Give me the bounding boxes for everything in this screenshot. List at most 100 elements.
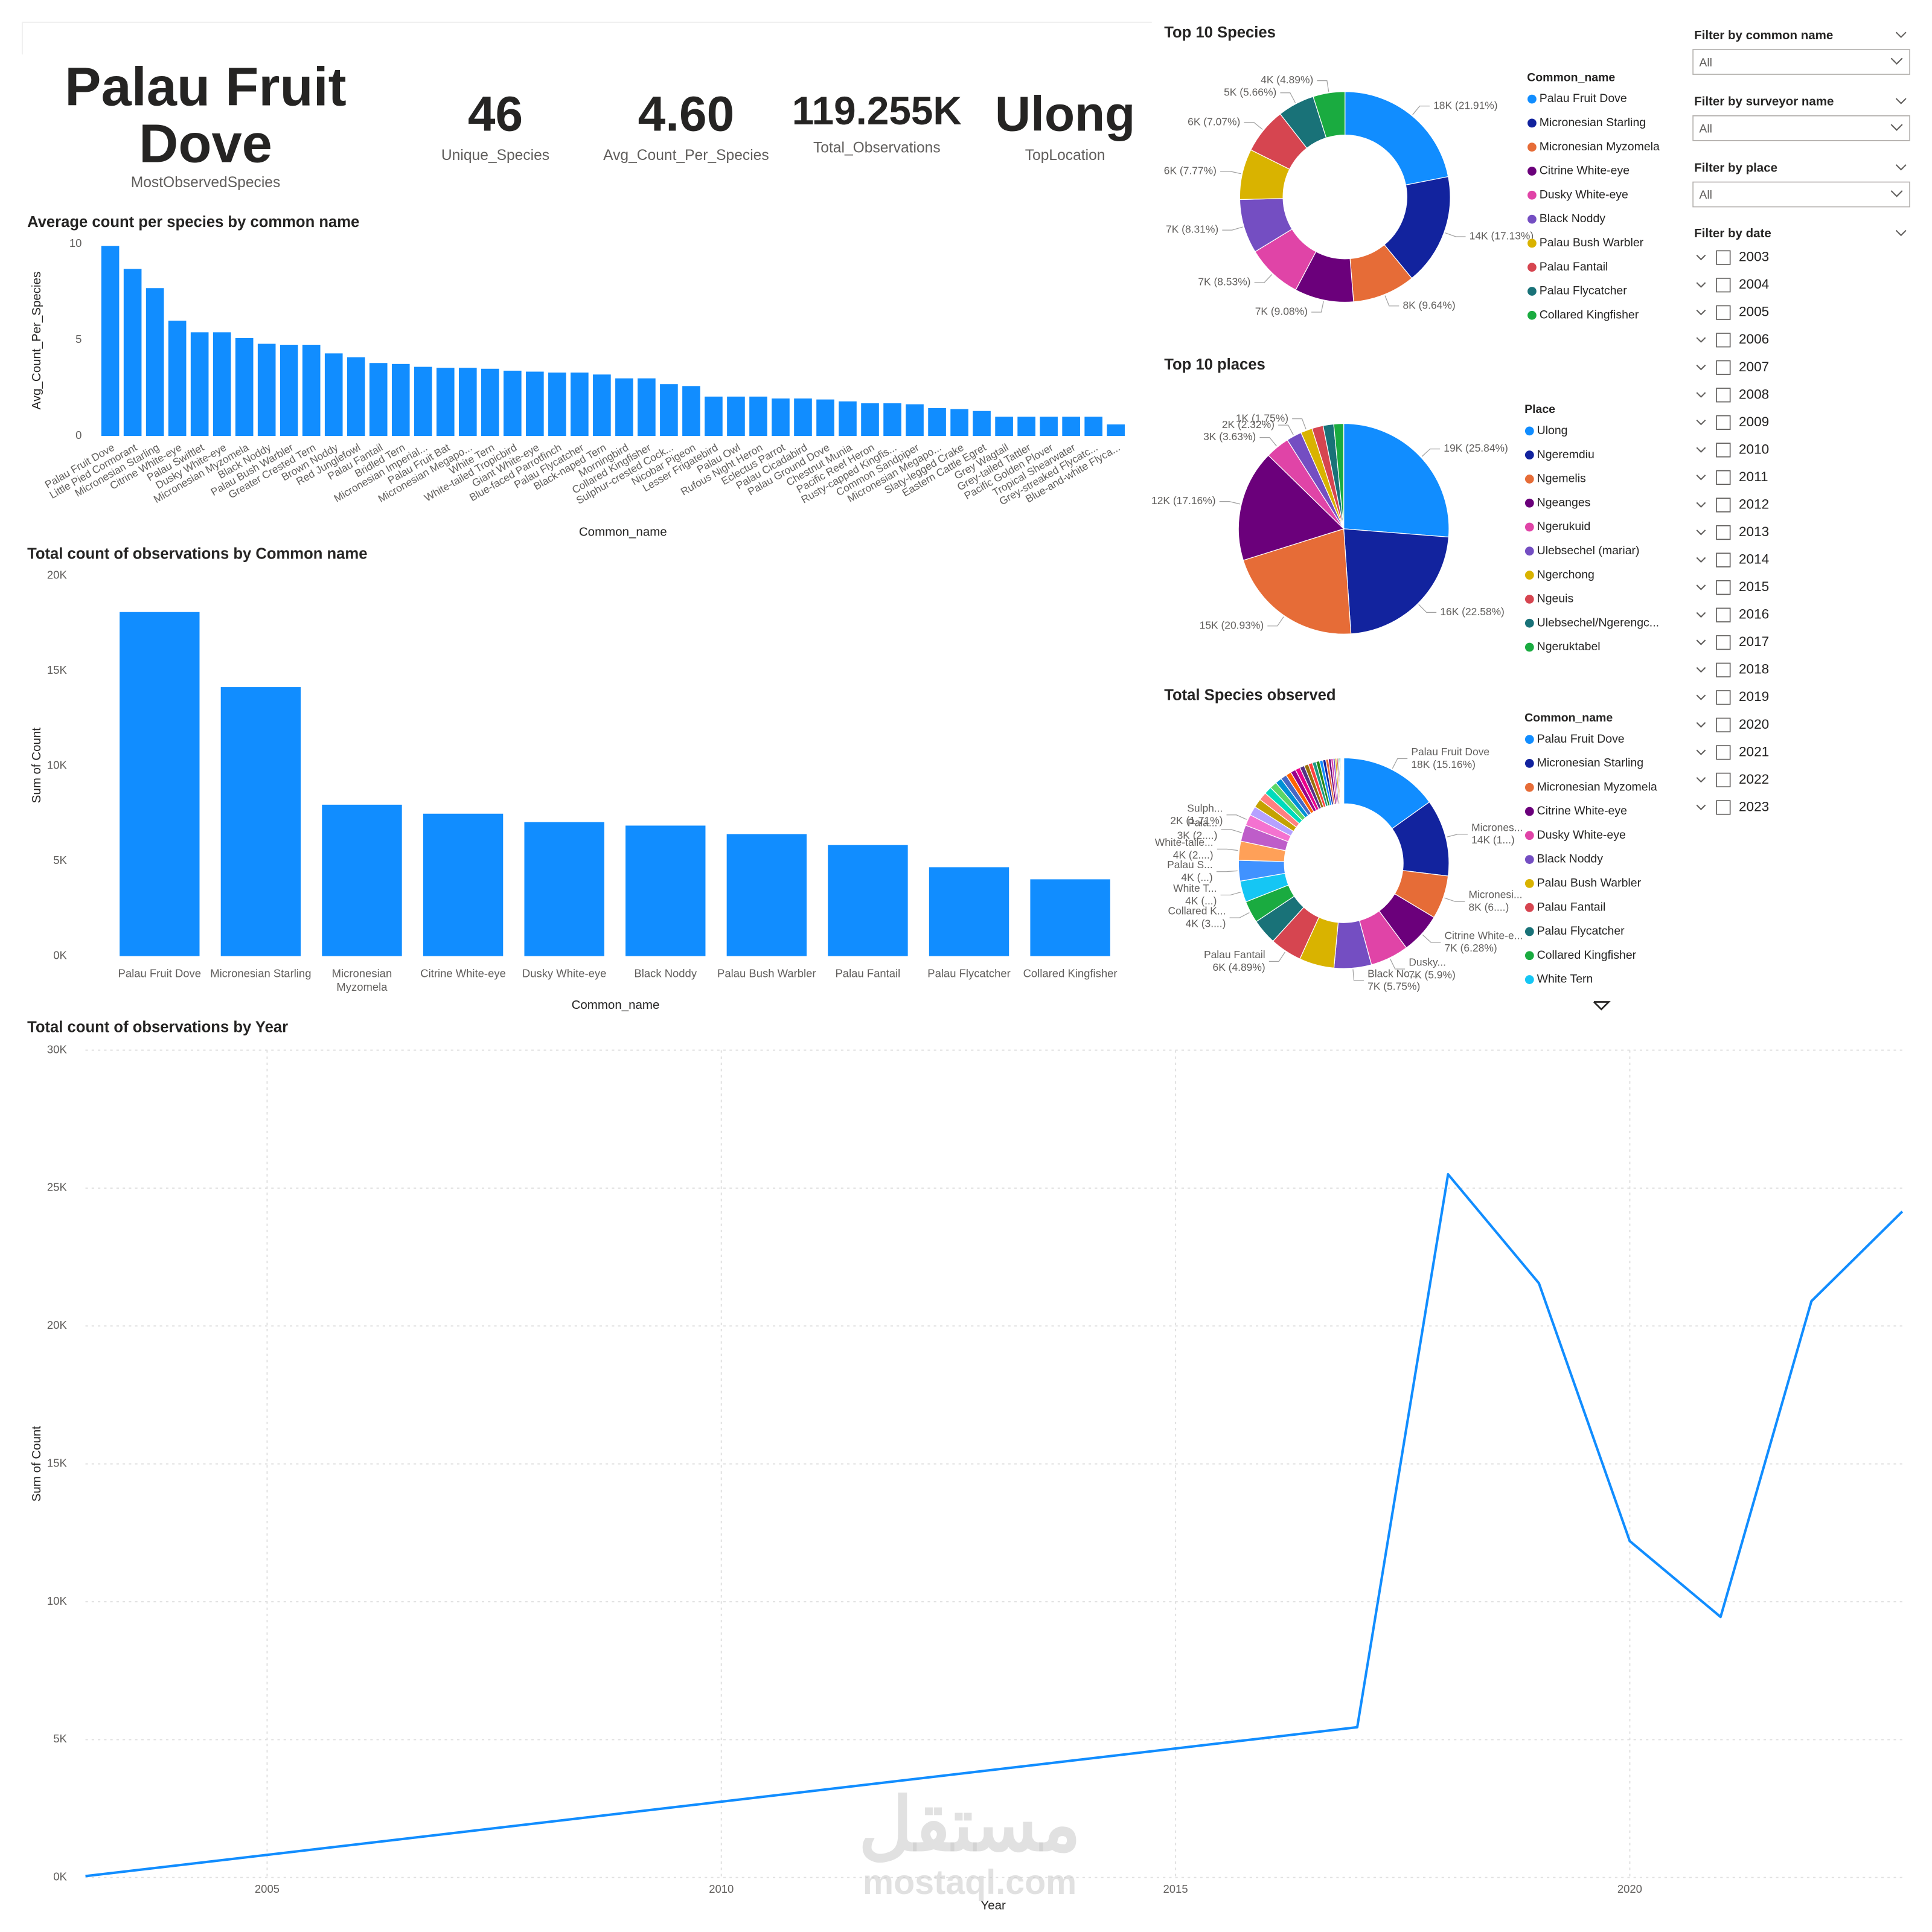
chevron[interactable] — [1696, 502, 1706, 508]
chevron[interactable] — [1696, 721, 1706, 728]
chevron[interactable] — [1895, 31, 1907, 38]
checkbox[interactable] — [1716, 662, 1731, 677]
chevron[interactable] — [1696, 254, 1706, 261]
bar — [481, 368, 499, 437]
y-tick-label: 20K — [47, 1319, 68, 1331]
chevron[interactable] — [1696, 639, 1706, 645]
checkbox[interactable] — [1716, 552, 1731, 568]
chevron[interactable] — [1696, 309, 1706, 316]
dropdown[interactable] — [1692, 181, 1910, 208]
leader-line — [1268, 952, 1285, 962]
legend-label: Micronesian Myzomela — [1537, 780, 1657, 793]
legend-title: Common_name — [1527, 71, 1615, 84]
x-tick-label-box: Micronesian Myzomela — [332, 967, 392, 993]
leader-line — [1229, 912, 1250, 918]
checkbox-label: 2005 — [1739, 304, 1769, 319]
checkbox[interactable] — [1716, 635, 1731, 650]
chevron[interactable] — [1696, 612, 1706, 618]
bar — [120, 612, 200, 956]
data-label-value: 7K (6.28%) — [1444, 942, 1497, 954]
chevron[interactable] — [1696, 447, 1706, 453]
data-label-name: Citrine White-e... — [1444, 929, 1523, 941]
leader-line — [1220, 891, 1241, 896]
chevron[interactable] — [1895, 98, 1907, 104]
chevron[interactable] — [1696, 364, 1706, 371]
data-label: 15K (20.93%) — [1200, 619, 1264, 631]
leader-line — [1267, 616, 1284, 627]
checkbox[interactable] — [1716, 333, 1731, 348]
checkbox[interactable] — [1716, 415, 1731, 430]
bar — [504, 370, 522, 437]
data-label: White T... 4K (...) — [1173, 882, 1217, 907]
y-tick-label: 15K — [47, 664, 68, 676]
bar — [459, 368, 477, 437]
leader-line — [1221, 829, 1242, 833]
y-tick-label: 0 — [75, 429, 82, 441]
chevron[interactable] — [1890, 57, 1903, 65]
chevron[interactable] — [1895, 164, 1907, 171]
data-label-value: 14K (1...) — [1471, 834, 1515, 846]
chevron[interactable] — [1890, 190, 1903, 197]
chevron[interactable] — [1696, 667, 1706, 673]
checkbox-label: 2020 — [1739, 717, 1769, 732]
legend-label: Ngerukuid — [1537, 520, 1591, 533]
leader-line — [1390, 959, 1406, 970]
legend-marker — [1527, 118, 1537, 128]
chevron[interactable] — [1890, 124, 1903, 131]
checkbox[interactable] — [1716, 717, 1731, 732]
legend-marker — [1524, 927, 1534, 936]
checkbox[interactable] — [1716, 772, 1731, 787]
data-label-name: Palau Fantail — [1204, 948, 1265, 960]
chevron[interactable] — [1696, 749, 1706, 755]
bar — [347, 357, 365, 437]
bar — [1017, 417, 1035, 437]
checkbox[interactable] — [1716, 745, 1731, 760]
checkbox[interactable] — [1716, 360, 1731, 375]
x-axis-title: Common_name — [572, 998, 660, 1012]
kpi-value: 4.60 — [638, 87, 735, 142]
data-label: 6K (7.07%) — [1188, 115, 1240, 127]
leader-line — [1392, 758, 1408, 769]
data-label: 5K (5.66%) — [1224, 86, 1276, 98]
legend-scroll[interactable] — [1593, 1001, 1611, 1011]
chevron[interactable] — [1696, 282, 1706, 288]
legend-marker — [1527, 167, 1537, 176]
chevron[interactable] — [1696, 694, 1706, 700]
kpi-value-box: Palau Fruit Dove — [65, 59, 346, 173]
legend-label: Palau Bush Warbler — [1537, 877, 1642, 890]
chevron[interactable] — [1696, 475, 1706, 481]
checkbox[interactable] — [1716, 250, 1731, 265]
chevron[interactable] — [1696, 557, 1706, 563]
checkbox[interactable] — [1716, 690, 1731, 705]
chevron[interactable] — [1696, 584, 1706, 590]
chevron[interactable] — [1696, 804, 1706, 810]
checkbox[interactable] — [1716, 607, 1731, 622]
dropdown[interactable] — [1692, 115, 1910, 141]
checkbox[interactable] — [1716, 388, 1731, 403]
dropdown[interactable] — [1692, 49, 1910, 75]
chevron[interactable] — [1696, 337, 1706, 343]
checkbox[interactable] — [1716, 580, 1731, 595]
data-label: 7K (9.08%) — [1255, 305, 1308, 318]
chevron[interactable] — [1696, 392, 1706, 398]
legend-marker — [1527, 287, 1537, 296]
checkbox[interactable] — [1716, 470, 1731, 485]
chevron[interactable] — [1696, 420, 1706, 426]
checkbox[interactable] — [1716, 443, 1731, 458]
chevron[interactable] — [1696, 529, 1706, 536]
checkbox[interactable] — [1716, 800, 1731, 815]
legend-marker — [1524, 642, 1534, 652]
checkbox[interactable] — [1716, 278, 1731, 293]
data-label-name: Black No... — [1367, 967, 1418, 979]
checkbox[interactable] — [1716, 525, 1731, 540]
watermark-text: mostaql.com — [863, 1863, 1076, 1902]
chevron[interactable] — [1895, 229, 1907, 237]
data-label-value: 7K (5.9%) — [1409, 968, 1455, 980]
checkbox[interactable] — [1716, 497, 1731, 513]
chevron[interactable] — [1696, 777, 1706, 783]
legend-marker — [1524, 782, 1534, 792]
bar — [524, 822, 604, 956]
checkbox[interactable] — [1716, 305, 1731, 320]
x-axis-title: Year — [980, 1898, 1006, 1912]
